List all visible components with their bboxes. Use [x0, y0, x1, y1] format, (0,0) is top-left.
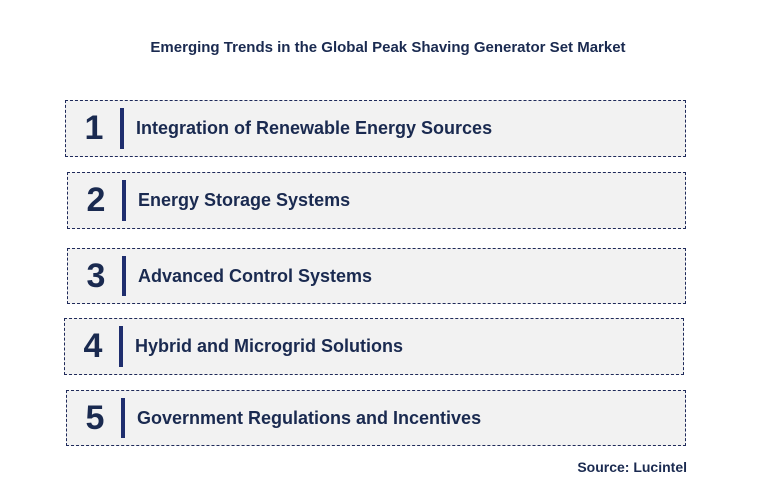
trend-item-4: 4 Hybrid and Microgrid Solutions [64, 318, 684, 375]
trend-divider [122, 180, 126, 221]
trend-item-1: 1 Integration of Renewable Energy Source… [65, 100, 686, 157]
trend-number: 5 [85, 398, 105, 437]
trend-label: Advanced Control Systems [138, 265, 373, 286]
trend-label: Government Regulations and Incentives [137, 407, 482, 428]
trend-item-5: 5 Government Regulations and Incentives [66, 390, 686, 446]
trend-label: Hybrid and Microgrid Solutions [135, 336, 404, 356]
trend-label: Energy Storage Systems [138, 190, 351, 210]
trend-number: 1 [84, 109, 104, 147]
trend-item-3: 3 Advanced Control Systems [67, 248, 686, 304]
source-note: Source: Lucintel [577, 459, 687, 475]
trend-divider [122, 256, 126, 296]
trend-item-2: 2 Energy Storage Systems [67, 172, 686, 229]
trend-divider [121, 398, 125, 438]
trend-divider [119, 326, 123, 367]
diagram-title: Emerging Trends in the Global Peak Shavi… [150, 39, 626, 56]
trend-number: 4 [83, 327, 103, 365]
trend-divider [120, 108, 124, 149]
trend-number: 3 [86, 256, 106, 295]
trend-label: Integration of Renewable Energy Sources [136, 118, 493, 138]
trend-number: 2 [86, 181, 106, 219]
